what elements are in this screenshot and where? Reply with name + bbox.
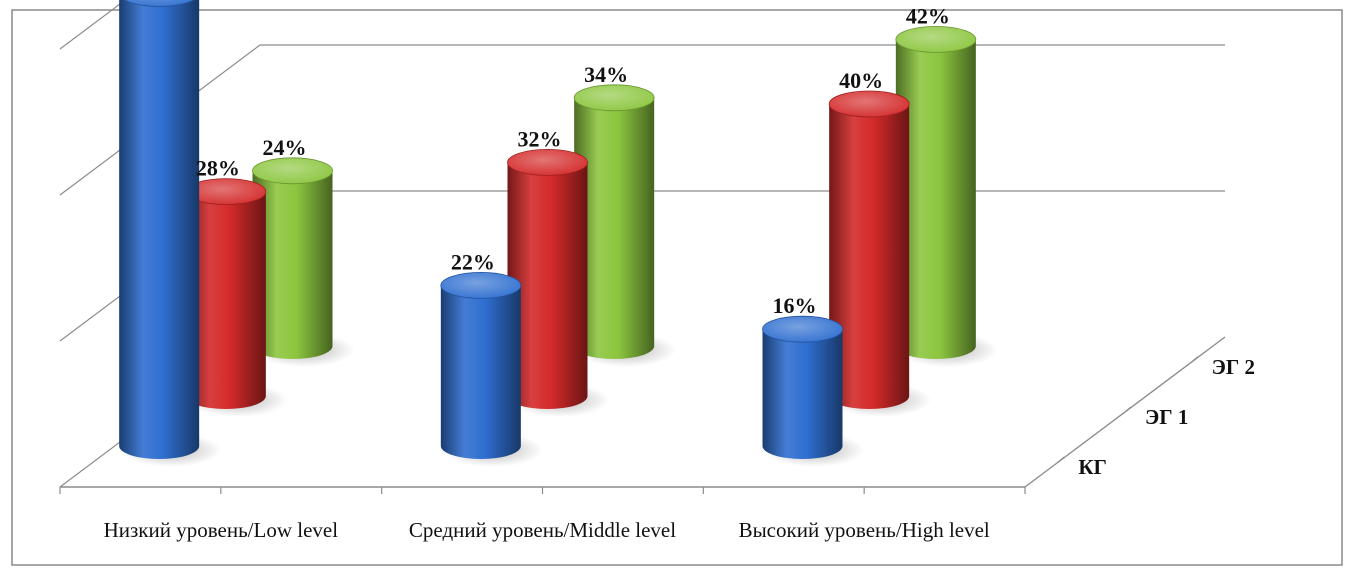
bar [895, 26, 998, 367]
chart-axes: Низкий уровень/Low level Средний уровень/… [59, 336, 1255, 542]
bar-body [440, 285, 521, 459]
bar [762, 315, 865, 467]
bar-body [252, 170, 333, 359]
x-tick-label: Средний уровень/Middle level [409, 518, 676, 542]
bar-top [507, 148, 588, 176]
data-label: 32% [518, 126, 562, 151]
series-label: ЭГ 2 [1212, 355, 1255, 379]
series-label: ЭГ 1 [1145, 405, 1188, 429]
data-label: 40% [839, 68, 883, 93]
bar [252, 157, 355, 367]
bar [185, 178, 288, 417]
series-label: КГ [1078, 455, 1107, 479]
data-label: 28% [196, 156, 240, 181]
data-label: 24% [263, 135, 307, 160]
bar [507, 148, 610, 417]
data-label: 42% [906, 3, 950, 28]
bar-body [829, 104, 910, 410]
chart-data-labels: 24%34%42%28%32%40%62%22%16% [196, 3, 950, 318]
data-label: 16% [773, 293, 817, 318]
data-label: 22% [451, 249, 495, 274]
bar-top [123, 0, 195, 7]
bar-top [828, 90, 910, 118]
bar-body [119, 0, 200, 459]
depth-tick [1191, 356, 1199, 363]
bar [440, 271, 543, 467]
bar-top [573, 84, 655, 112]
x-tick-label: Высокий уровень/High level [739, 518, 990, 542]
bar [119, 0, 222, 467]
depth-tick [1057, 456, 1065, 463]
data-label: 34% [584, 62, 628, 87]
bar-top [762, 315, 843, 343]
side-wall-gridline [59, 0, 127, 50]
bar-top [252, 157, 333, 185]
bar-body [895, 39, 976, 360]
bar-body [507, 162, 588, 410]
bar-body [185, 191, 266, 409]
bar [828, 90, 932, 417]
chart-bars [119, 0, 998, 467]
bar-top [895, 26, 977, 53]
bar-body [574, 97, 655, 360]
bar [573, 84, 677, 367]
chart-border [11, 9, 1343, 566]
x-tick-label: Низкий уровень/Low level [104, 518, 339, 542]
depth-tick [1124, 406, 1132, 413]
bar-top [440, 271, 522, 299]
bar-body [762, 329, 843, 459]
